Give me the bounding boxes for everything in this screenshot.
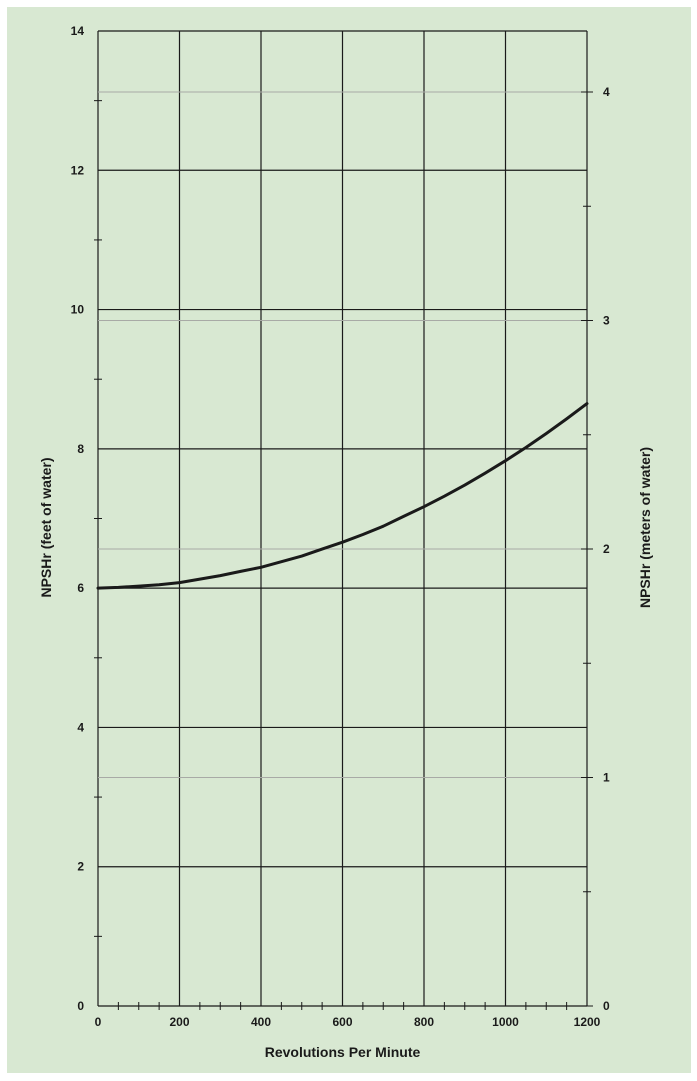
x-tick-labels: 0 200 400 600 800 1000 1200 xyxy=(95,1015,601,1029)
y2-tick-label: 4 xyxy=(603,85,610,99)
y2-tick-label: 1 xyxy=(603,771,610,785)
y-axis-title: NPSHr (feet of water) xyxy=(38,457,54,597)
x-tick-label: 0 xyxy=(95,1015,102,1029)
y2-axis-title: NPSHr (meters of water) xyxy=(637,447,653,608)
y-tick-label: 6 xyxy=(77,581,84,595)
y-tick-label: 0 xyxy=(77,999,84,1013)
x-tick-label: 1200 xyxy=(574,1015,601,1029)
minor-ticks xyxy=(94,91,593,1010)
x-tick-label: 400 xyxy=(251,1015,271,1029)
meters-grid-lines xyxy=(98,91,587,779)
series-layer xyxy=(96,402,589,590)
npshr-curve xyxy=(96,402,589,590)
y-tick-label: 2 xyxy=(77,860,84,874)
grid-lines xyxy=(97,30,588,1007)
y-tick-label: 4 xyxy=(77,720,84,734)
y-tick-labels: 0 2 4 6 8 10 12 14 xyxy=(71,24,85,1013)
y-tick-label: 12 xyxy=(71,163,85,177)
x-tick-label: 200 xyxy=(169,1015,189,1029)
x-tick-label: 1000 xyxy=(492,1015,519,1029)
y2-tick-labels: 0 1 2 3 4 xyxy=(603,85,610,1013)
y2-tick-label: 0 xyxy=(603,999,610,1013)
y-tick-label: 14 xyxy=(71,24,85,38)
y2-tick-label: 2 xyxy=(603,542,610,556)
y-tick-label: 10 xyxy=(71,303,85,317)
y-tick-label: 8 xyxy=(77,442,84,456)
y2-tick-label: 3 xyxy=(603,314,610,328)
x-tick-label: 800 xyxy=(414,1015,434,1029)
x-axis-title: Revolutions Per Minute xyxy=(265,1044,421,1060)
x-tick-label: 600 xyxy=(332,1015,352,1029)
